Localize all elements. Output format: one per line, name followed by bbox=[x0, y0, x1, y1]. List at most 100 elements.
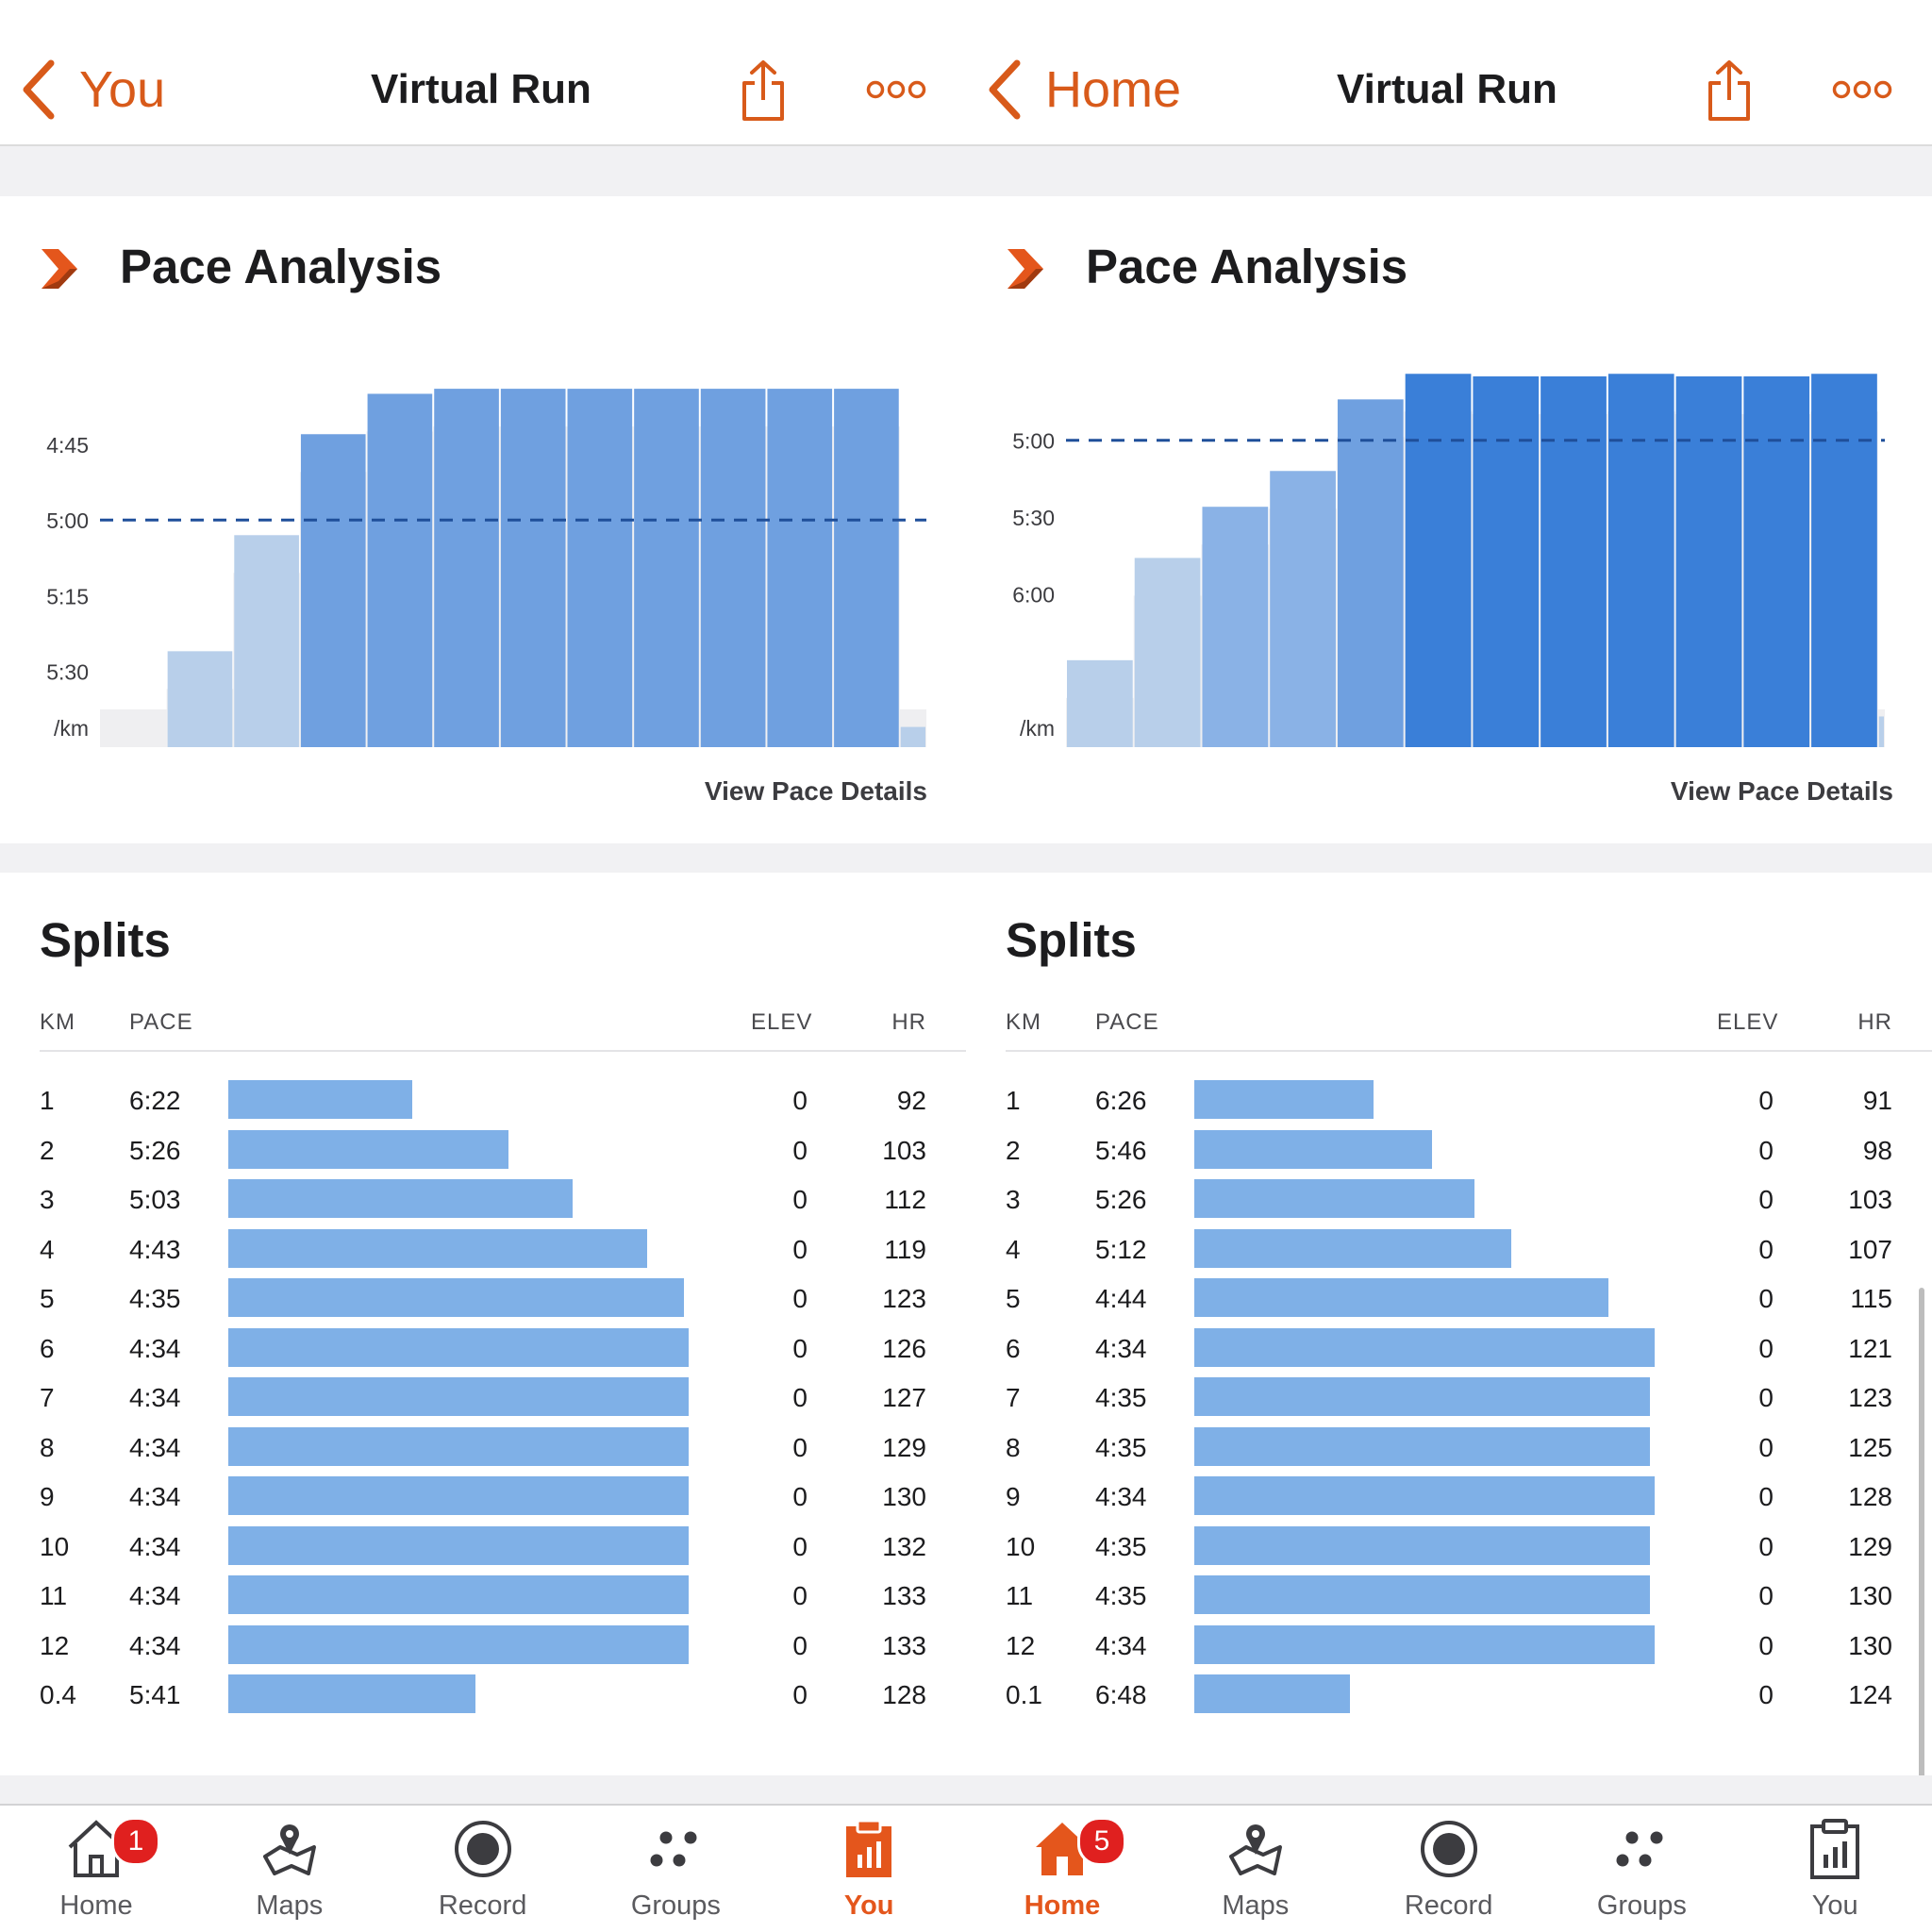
split-row: 8 4:34 0 129 bbox=[0, 1424, 966, 1474]
split-elev: 0 bbox=[792, 1432, 808, 1462]
view-pace-details-link[interactable]: View Pace Details bbox=[704, 776, 927, 806]
split-pace: 4:35 bbox=[1095, 1531, 1147, 1561]
pace-bar bbox=[367, 393, 433, 747]
back-button[interactable]: Home bbox=[985, 57, 1181, 123]
split-hr: 91 bbox=[1862, 1086, 1892, 1115]
split-pace: 5:46 bbox=[1095, 1135, 1147, 1165]
split-km: 12 bbox=[1006, 1630, 1036, 1660]
split-km: 2 bbox=[1006, 1135, 1021, 1165]
tab-label: Home bbox=[1024, 1890, 1101, 1921]
tab-groups[interactable]: Groups bbox=[1545, 1806, 1738, 1932]
y-tick-label: 5:15 bbox=[46, 584, 89, 608]
split-elev: 0 bbox=[792, 1284, 808, 1313]
tab-label: Groups bbox=[1596, 1890, 1687, 1921]
section-divider bbox=[966, 843, 1932, 873]
split-pace: 6:26 bbox=[1095, 1086, 1147, 1115]
split-pace-bar bbox=[228, 1525, 689, 1565]
view-pace-details-link[interactable]: View Pace Details bbox=[1670, 776, 1893, 806]
split-hr: 107 bbox=[1848, 1234, 1892, 1264]
pace-bar bbox=[1270, 471, 1336, 747]
split-km: 5 bbox=[40, 1284, 55, 1313]
pace-chevron-icon bbox=[1008, 249, 1043, 289]
tab-groups[interactable]: Groups bbox=[579, 1806, 772, 1932]
split-pace-bar bbox=[228, 1278, 684, 1317]
split-row: 11 4:35 0 130 bbox=[966, 1572, 1932, 1622]
split-km: 4 bbox=[1006, 1234, 1021, 1264]
split-elev: 0 bbox=[1758, 1581, 1774, 1610]
column-header-km: KM bbox=[1006, 1009, 1041, 1035]
split-pace: 4:34 bbox=[129, 1383, 181, 1412]
split-km: 6 bbox=[40, 1333, 55, 1363]
chevron-left-icon bbox=[989, 59, 1021, 120]
pace-analysis-card: Pace Analysis 5:00 5:30 6:00/km View Pace … bbox=[966, 196, 1932, 843]
split-elev: 0 bbox=[792, 1333, 808, 1363]
tab-home[interactable]: 1 Home bbox=[0, 1806, 192, 1932]
split-row: 9 4:34 0 128 bbox=[966, 1473, 1932, 1523]
tab-bar: 5 Home Maps Record Groups You bbox=[966, 1804, 1932, 1932]
tab-you[interactable]: You bbox=[773, 1806, 965, 1932]
split-km: 7 bbox=[1006, 1383, 1021, 1412]
y-tick-label: 4:45 bbox=[46, 433, 89, 458]
splits-table: 1 6:26 0 91 2 5:46 0 98 3 5:26 0 103 4 5:12 0 107 5 4:44 0… bbox=[966, 1076, 1932, 1721]
share-icon[interactable] bbox=[741, 58, 786, 123]
split-pace: 4:34 bbox=[129, 1333, 181, 1363]
split-km: 9 bbox=[40, 1482, 55, 1511]
page-title: Virtual Run bbox=[371, 66, 591, 112]
split-pace-bar bbox=[228, 1179, 573, 1218]
tab-home[interactable]: 5 Home bbox=[966, 1806, 1158, 1932]
map-icon bbox=[259, 1819, 320, 1879]
split-pace-bar bbox=[1194, 1080, 1374, 1119]
tab-record[interactable]: Record bbox=[1353, 1806, 1545, 1932]
split-pace-bar bbox=[1194, 1575, 1650, 1614]
split-row: 3 5:26 0 103 bbox=[966, 1175, 1932, 1225]
tab-record[interactable]: Record bbox=[387, 1806, 579, 1932]
tab-you[interactable]: You bbox=[1739, 1806, 1931, 1932]
split-pace: 6:22 bbox=[129, 1086, 181, 1115]
split-hr: 130 bbox=[882, 1482, 926, 1511]
tab-maps[interactable]: Maps bbox=[193, 1806, 386, 1932]
split-elev: 0 bbox=[1758, 1234, 1774, 1264]
scrollbar[interactable] bbox=[1919, 1288, 1924, 1797]
more-options-icon[interactable] bbox=[866, 79, 926, 100]
split-elev: 0 bbox=[792, 1086, 808, 1115]
split-km: 12 bbox=[40, 1630, 70, 1660]
back-button[interactable]: You bbox=[19, 57, 165, 123]
split-pace-bar bbox=[1194, 1377, 1650, 1416]
more-options-icon[interactable] bbox=[1832, 79, 1892, 100]
split-km: 7 bbox=[40, 1383, 55, 1412]
split-pace: 4:34 bbox=[1095, 1630, 1147, 1660]
pace-bar bbox=[900, 726, 925, 747]
split-row: 9 4:34 0 130 bbox=[0, 1473, 966, 1523]
split-elev: 0 bbox=[792, 1185, 808, 1214]
split-pace: 4:34 bbox=[129, 1581, 181, 1610]
split-hr: 128 bbox=[882, 1680, 926, 1709]
split-elev: 0 bbox=[792, 1581, 808, 1610]
splits-table: 1 6:22 0 92 2 5:26 0 103 3 5:03 0 112 4 4:43 0 119 5 4:35… bbox=[0, 1076, 966, 1721]
split-elev: 0 bbox=[1758, 1284, 1774, 1313]
share-icon[interactable] bbox=[1707, 58, 1752, 123]
split-pace-bar bbox=[1194, 1129, 1432, 1169]
tab-label: Groups bbox=[630, 1890, 721, 1921]
split-elev: 0 bbox=[1758, 1383, 1774, 1412]
split-km: 9 bbox=[1006, 1482, 1021, 1511]
y-tick-label: 5:00 bbox=[46, 508, 89, 533]
split-pace: 4:34 bbox=[129, 1630, 181, 1660]
split-pace: 5:12 bbox=[1095, 1234, 1147, 1264]
y-tick-label: 5:00 bbox=[1012, 429, 1055, 454]
tab-maps[interactable]: Maps bbox=[1159, 1806, 1352, 1932]
split-row: 12 4:34 0 130 bbox=[966, 1622, 1932, 1672]
split-pace-bar bbox=[1194, 1674, 1350, 1713]
split-pace-bar bbox=[228, 1327, 689, 1367]
split-pace-bar bbox=[228, 1674, 475, 1713]
column-header-hr: HR bbox=[1857, 1009, 1892, 1035]
split-elev: 0 bbox=[1758, 1185, 1774, 1214]
split-km: 11 bbox=[40, 1581, 68, 1610]
pace-bar bbox=[1202, 507, 1269, 747]
split-km: 1 bbox=[1006, 1086, 1021, 1115]
page-title: Virtual Run bbox=[1337, 66, 1557, 112]
pace-analysis-card: Pace Analysis 4:45 5:00 5:15 5:30/km View P… bbox=[0, 196, 966, 843]
split-pace-bar bbox=[1194, 1624, 1655, 1664]
split-pace: 4:43 bbox=[129, 1234, 181, 1264]
pace-bar bbox=[834, 389, 899, 747]
tab-label: You bbox=[1811, 1890, 1858, 1921]
